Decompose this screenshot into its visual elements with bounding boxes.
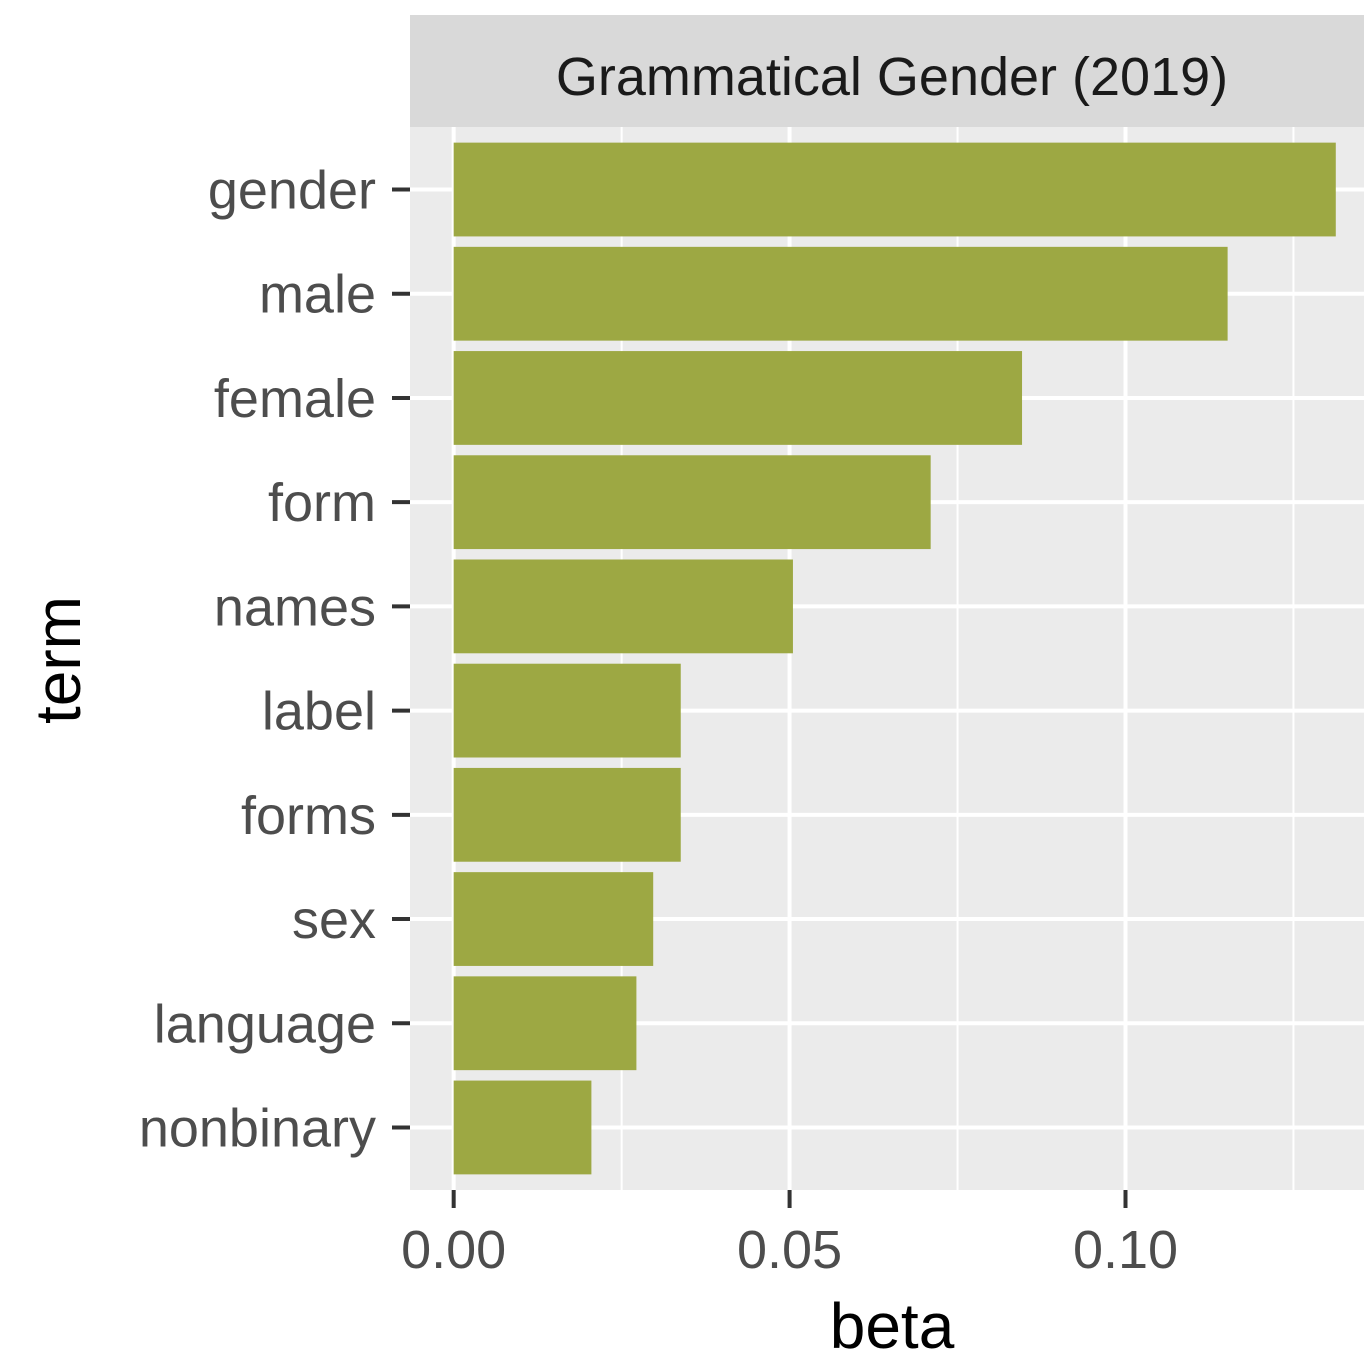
y-tick-label: nonbinary [139, 1098, 376, 1158]
x-tick-label: 0.05 [737, 1220, 842, 1280]
y-tick-label: sex [292, 890, 376, 950]
bar-nonbinary [453, 1080, 592, 1175]
y-tick-label: gender [208, 161, 376, 221]
bar-female [453, 351, 1023, 445]
bar-names [453, 559, 793, 654]
y-tick-label: female [214, 369, 376, 429]
bar-label [453, 663, 681, 758]
y-tick-label: male [259, 265, 376, 325]
bar-form [453, 455, 931, 550]
bar-gender [453, 142, 1336, 237]
x-axis: 0.00 0.05 0.10 [401, 1190, 1178, 1280]
bar-sex [453, 872, 654, 966]
x-axis-title: beta [830, 1290, 955, 1360]
y-axis-title: term [22, 596, 94, 724]
bars [453, 142, 1336, 1175]
bar-male [453, 246, 1228, 341]
y-axis: gender male female form names label forms sex la… [139, 161, 410, 1158]
y-tick-label: form [268, 473, 376, 533]
y-tick-label: names [214, 577, 376, 637]
x-tick-label: 0.10 [1073, 1220, 1178, 1280]
y-tick-label: label [262, 682, 376, 742]
bar-language [453, 976, 637, 1071]
x-tick-label: 0.00 [401, 1220, 506, 1280]
panel-title: Grammatical Gender (2019) [556, 47, 1228, 107]
y-tick-label: forms [241, 786, 376, 846]
strip-background [410, 15, 1364, 127]
y-tick-label: language [154, 994, 376, 1054]
bar-forms [453, 767, 681, 862]
